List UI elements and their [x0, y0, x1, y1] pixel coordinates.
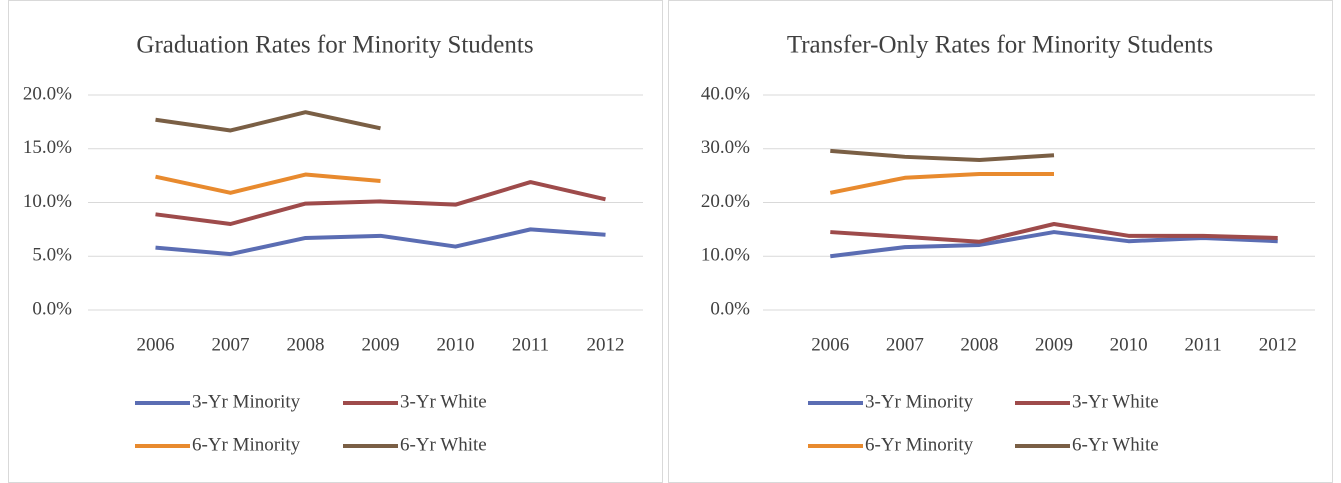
series-line	[830, 222, 1278, 244]
series-line	[155, 110, 381, 133]
legend-label: 3-Yr Minority	[865, 391, 974, 412]
y-tick-label: 10.0%	[701, 245, 750, 266]
y-tick-label: 30.0%	[701, 137, 750, 158]
legend-label: 6-Yr Minority	[865, 434, 974, 455]
x-tick-label: 2012	[587, 334, 625, 355]
legend-label: 3-Yr White	[1072, 391, 1159, 412]
x-tick-label: 2009	[1035, 334, 1073, 355]
panel	[8, 0, 663, 483]
x-tick-label: 2010	[437, 334, 475, 355]
legend-label: 6-Yr Minority	[192, 434, 301, 455]
x-tick-label: 2009	[362, 334, 400, 355]
y-tick-label: 5.0%	[32, 245, 72, 266]
series-line	[155, 227, 606, 257]
y-tick-label: 0.0%	[32, 298, 72, 319]
x-tick-label: 2006	[137, 334, 175, 355]
series-line	[830, 148, 1055, 163]
x-tick-label: 2008	[960, 334, 998, 355]
series-line	[155, 180, 606, 226]
series-line	[155, 172, 381, 195]
y-tick-label: 15.0%	[23, 137, 72, 158]
y-tick-label: 40.0%	[701, 83, 750, 104]
y-tick-label: 0.0%	[710, 298, 750, 319]
chart-title: Transfer-Only Rates for Minority Student…	[787, 32, 1213, 59]
x-tick-label: 2011	[512, 334, 549, 355]
y-tick-label: 20.0%	[23, 83, 72, 104]
legend-label: 6-Yr White	[400, 434, 487, 455]
chart-title: Graduation Rates for Minority Students	[136, 32, 533, 59]
series-line	[829, 172, 1054, 195]
x-tick-label: 2011	[1184, 334, 1221, 355]
y-tick-label: 10.0%	[23, 191, 72, 212]
y-tick-label: 20.0%	[701, 191, 750, 212]
legend-label: 3-Yr Minority	[192, 391, 301, 412]
x-tick-label: 2006	[811, 334, 849, 355]
x-tick-label: 2007	[886, 334, 924, 355]
legend-label: 6-Yr White	[1072, 434, 1159, 455]
x-tick-label: 2008	[287, 334, 325, 355]
series-line	[830, 230, 1278, 259]
x-tick-label: 2007	[212, 334, 250, 355]
x-tick-label: 2010	[1110, 334, 1148, 355]
legend-label: 3-Yr White	[400, 391, 487, 412]
x-tick-label: 2012	[1259, 334, 1297, 355]
